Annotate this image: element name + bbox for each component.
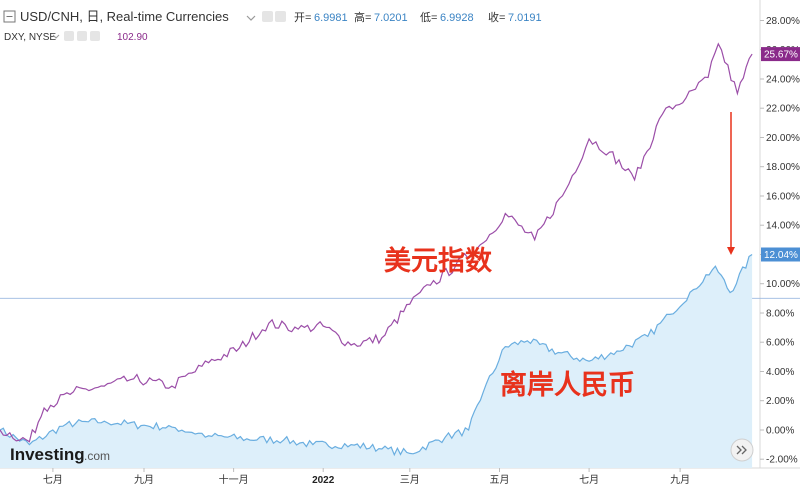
open-label: 开= xyxy=(294,12,311,24)
series-line-cnh xyxy=(0,253,753,457)
low-label: 低= xyxy=(420,11,437,24)
y-tick-label: 8.00% xyxy=(766,309,794,320)
y-tick-label: 18.00% xyxy=(766,162,800,173)
y-tick-label: 2.00% xyxy=(766,396,794,407)
open-value: 6.9981 xyxy=(314,12,348,24)
comparison-symbol: DXY, NYSE xyxy=(4,32,56,43)
x-tick-label: 三月 xyxy=(400,474,420,486)
y-tick-label: 0.00% xyxy=(766,426,794,437)
comparison-row: DXY, NYSE 102.90 xyxy=(4,31,148,43)
investing-logo: Investing .com xyxy=(10,445,110,464)
double-chevron-right-icon xyxy=(736,445,747,455)
annotation-dxy: 美元指数 xyxy=(384,245,493,276)
high-value: 7.0201 xyxy=(374,12,408,24)
scroll-forward-circle xyxy=(730,438,754,462)
eye-icon[interactable] xyxy=(64,31,74,41)
collapse-icon[interactable] xyxy=(3,10,16,23)
brand-name: Investing xyxy=(10,445,85,464)
close-value: 7.0191 xyxy=(508,12,542,24)
x-axis-ticks: 七月 九月 十一月 2022 三月 五月 七月 九月 xyxy=(43,468,690,486)
x-tick-label: 九月 xyxy=(670,474,690,486)
y-tick-label: 16.00% xyxy=(766,192,800,203)
dxy-last-value-tag xyxy=(761,47,800,62)
symbol-title: USD/CNH, 日, Real-time Currencies xyxy=(20,9,229,24)
settings-icon[interactable] xyxy=(275,11,286,22)
x-tick-label: 七月 xyxy=(579,474,599,486)
y-tick-label: -2.00% xyxy=(766,455,798,466)
series-line-dxy xyxy=(0,42,753,443)
scroll-forward-button[interactable] xyxy=(730,438,754,462)
y-tick-label: 6.00% xyxy=(766,338,794,349)
series-area-cnh xyxy=(0,254,753,468)
dxy-last-value-tag-label: 25.67% xyxy=(764,50,798,61)
close-label: 收= xyxy=(488,10,505,24)
x-tick-label: 2022 xyxy=(312,475,335,486)
header: USD/CNH, 日, Real-time Currencies 开= 6.99… xyxy=(3,9,542,24)
y-tick-label: 24.00% xyxy=(766,75,800,86)
high-label: 高= xyxy=(354,10,371,24)
x-tick-label: 十一月 xyxy=(219,473,249,486)
close-icon[interactable] xyxy=(90,31,100,41)
y-tick-label: 4.00% xyxy=(766,367,794,378)
x-tick-label: 五月 xyxy=(490,474,510,486)
series-layer xyxy=(0,42,800,468)
x-tick-label: 七月 xyxy=(43,474,63,486)
y-tick-label: 10.00% xyxy=(766,279,800,290)
chevron-down-icon[interactable] xyxy=(52,34,60,39)
y-tick-label: 14.00% xyxy=(766,221,800,232)
x-tick-label: 九月 xyxy=(134,474,154,486)
eye-icon[interactable] xyxy=(262,11,273,22)
y-axis-ticks: 28.00%26.00%24.00%22.00%20.00%18.00%16.0… xyxy=(760,16,800,466)
cnh-last-value-tag-label: 12.04% xyxy=(764,250,798,261)
brand-suffix: .com xyxy=(84,449,110,463)
y-tick-label: 22.00% xyxy=(766,104,800,115)
y-tick-label: 28.00% xyxy=(766,16,800,27)
y-tick-label: 20.00% xyxy=(766,133,800,144)
annotation-cnh: 离岸人民币 xyxy=(500,369,635,400)
low-value: 6.9928 xyxy=(440,12,474,24)
settings-icon[interactable] xyxy=(77,31,87,41)
chevron-down-icon[interactable] xyxy=(246,15,256,21)
comparison-value: 102.90 xyxy=(117,32,148,43)
cnh-last-value-tag xyxy=(761,247,800,262)
